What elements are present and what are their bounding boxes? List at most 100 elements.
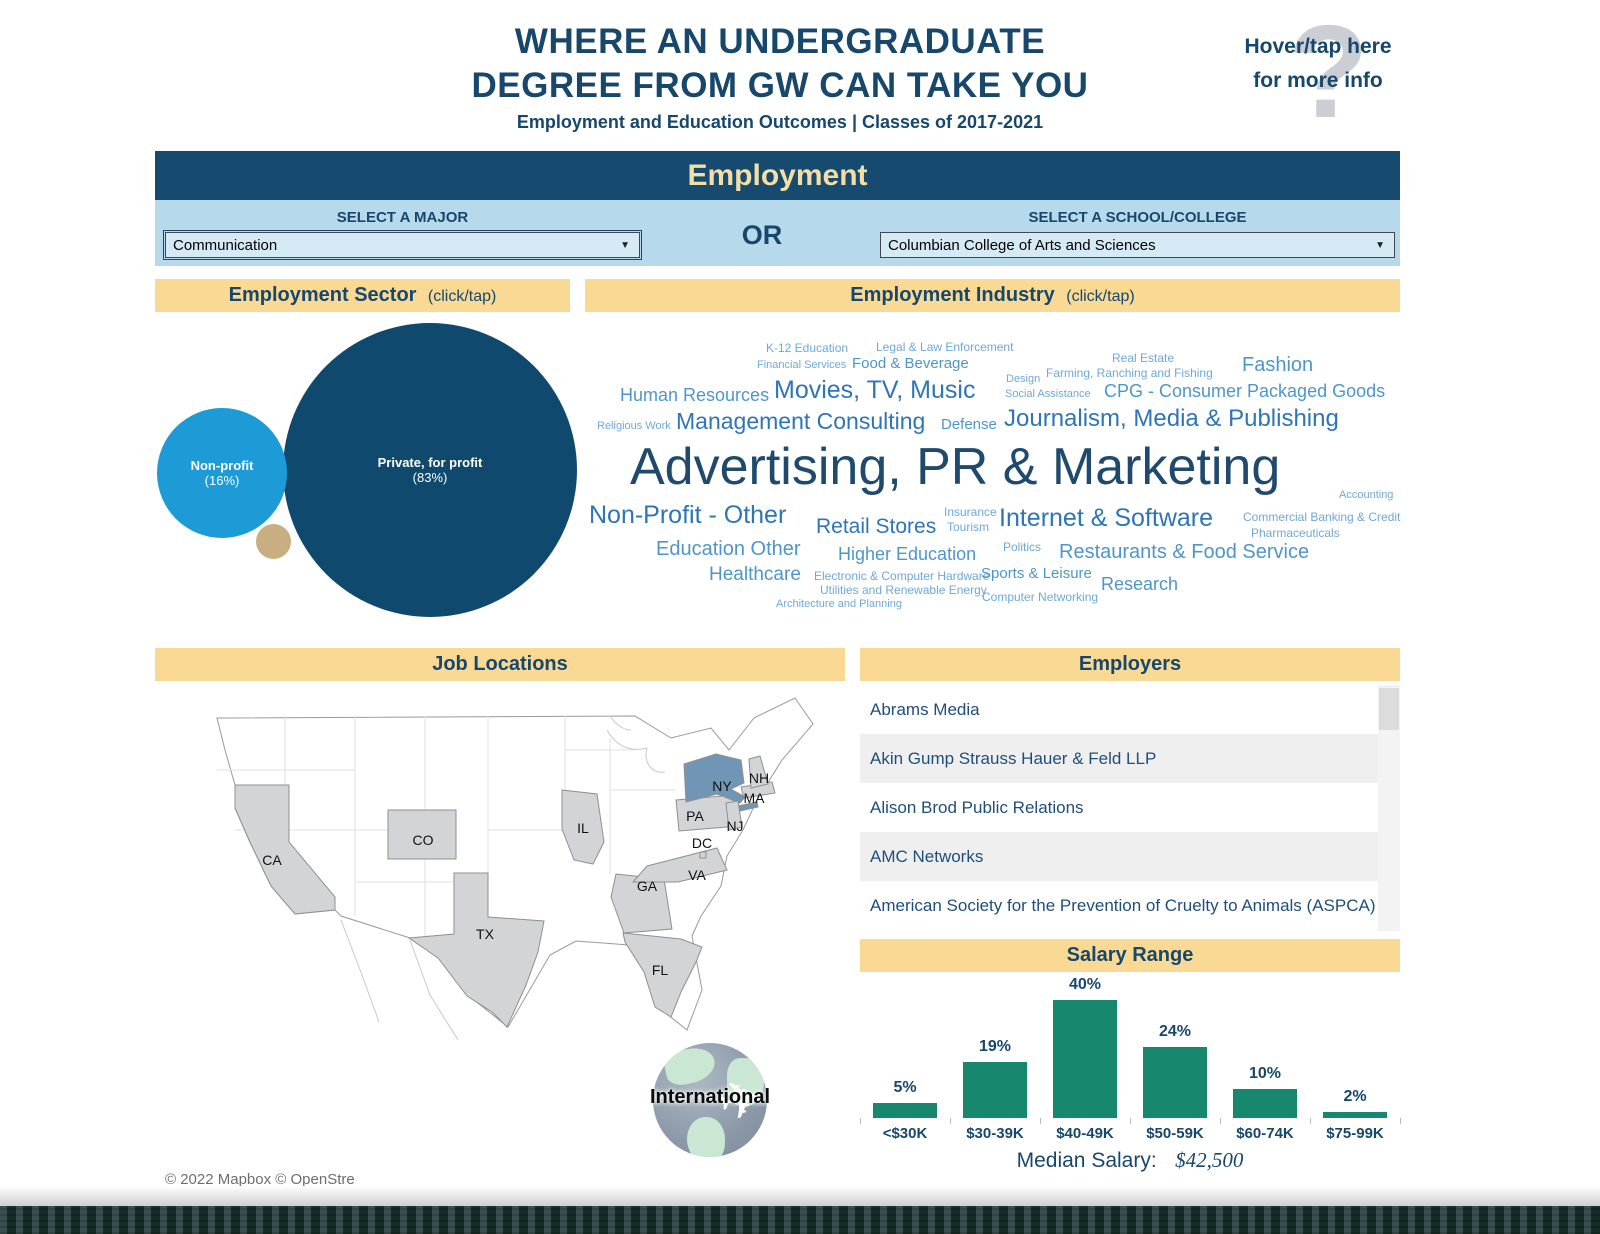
industry-word[interactable]: Advertising, PR & Marketing	[630, 438, 1281, 496]
industry-word[interactable]: Insurance	[944, 505, 997, 519]
industry-word[interactable]: Non-Profit - Other	[589, 501, 787, 529]
question-mark-icon[interactable]: ?	[1288, 0, 1369, 145]
salary-bar[interactable]	[1233, 1089, 1297, 1118]
industry-word[interactable]: Accounting	[1339, 489, 1394, 501]
industry-word[interactable]: Journalism, Media & Publishing	[1004, 405, 1339, 432]
axis-tick	[1310, 1118, 1311, 1124]
employer-row[interactable]: Alison Brod Public Relations	[870, 797, 1084, 817]
industry-word[interactable]: Higher Education	[838, 544, 977, 564]
salary-x-label: $30-39K	[966, 1125, 1024, 1142]
salary-x-label: $75-99K	[1326, 1125, 1384, 1142]
bubble-small-sector[interactable]	[256, 524, 291, 559]
employer-row[interactable]: Akin Gump Strauss Hauer & Feld LLP	[860, 734, 1378, 783]
industry-word[interactable]: Education Other	[656, 538, 801, 560]
industry-word[interactable]: Social Assistance	[1005, 388, 1091, 400]
industry-word[interactable]: Healthcare	[709, 564, 801, 585]
state-NH-shape[interactable]	[748, 755, 769, 789]
employers-scrollbar-track[interactable]	[1378, 685, 1400, 931]
bottom-fade	[0, 1186, 1600, 1206]
industry-word[interactable]: Restaurants & Food Service	[1059, 541, 1310, 563]
bubble-non-profit[interactable]: Non-profit (16%)	[157, 408, 287, 538]
salary-bar-column: 2%	[1310, 975, 1400, 1118]
industry-word[interactable]: Religious Work	[597, 420, 671, 432]
state-CA-shape[interactable]	[234, 784, 336, 915]
industry-word[interactable]: Legal & Law Enforcement	[876, 340, 1014, 354]
employer-row[interactable]: American Society for the Prevention of C…	[870, 895, 1376, 915]
salary-bar-column: 40%	[1040, 975, 1130, 1118]
industry-word[interactable]: CPG - Consumer Packaged Goods	[1104, 381, 1386, 401]
median-salary-label: Median Salary:	[1016, 1149, 1157, 1172]
industry-word[interactable]: Movies, TV, Music	[774, 376, 976, 404]
industry-word[interactable]: Financial Services	[757, 359, 847, 371]
salary-bar[interactable]	[1053, 1000, 1117, 1118]
industry-word[interactable]: Tourism	[947, 520, 990, 534]
industry-word[interactable]: Research	[1101, 574, 1179, 594]
industry-word[interactable]: Pharmaceuticals	[1251, 526, 1340, 540]
bubble-pct: (83%)	[412, 470, 448, 485]
state-NY-shape[interactable]	[683, 753, 746, 804]
industry-word[interactable]: Management Consulting	[676, 408, 926, 434]
industry-word[interactable]: K-12 Education	[766, 341, 849, 355]
industry-word[interactable]: Retail Stores	[816, 515, 937, 538]
title-line-2: DEGREE FROM GW CAN TAKE YOU	[471, 66, 1089, 105]
bubble-label: Private, for profit	[377, 455, 483, 470]
industry-word[interactable]: Architecture and Planning	[776, 598, 902, 610]
axis-tick	[1040, 1118, 1041, 1124]
state-TX-shape[interactable]	[407, 872, 545, 1028]
state-label-CO: CO	[413, 832, 434, 848]
school-select-label: SELECT A SCHOOL/COLLEGE	[1028, 209, 1247, 226]
axis-tick	[860, 1118, 861, 1124]
industry-word[interactable]: Politics	[1003, 540, 1042, 554]
state-NJ-shape[interactable]	[725, 800, 743, 831]
industry-word[interactable]: Farming, Ranching and Fishing	[1046, 366, 1213, 380]
salary-range-title: Salary Range	[1066, 944, 1194, 966]
state-IL-shape[interactable]	[561, 789, 605, 865]
salary-x-label: $60-74K	[1236, 1125, 1294, 1142]
industry-word[interactable]: Human Resources	[620, 385, 770, 405]
employer-row[interactable]: AMC Networks	[860, 832, 1378, 881]
employers-header: Employers	[860, 648, 1400, 681]
salary-range-header: Salary Range	[860, 939, 1400, 972]
major-select[interactable]: Communication	[163, 230, 642, 260]
employers-scrollbar-thumb[interactable]	[1379, 688, 1399, 730]
salary-bar-value: 40%	[1068, 976, 1102, 993]
industry-word[interactable]: Computer Networking	[982, 590, 1099, 604]
salary-x-label: $40-49K	[1056, 1125, 1114, 1142]
state-FL-shape[interactable]	[622, 932, 703, 1018]
salary-bar[interactable]	[1323, 1112, 1387, 1118]
state-label-PA: PA	[686, 808, 704, 824]
employers-title: Employers	[1078, 653, 1182, 675]
industry-word[interactable]: Commercial Banking & Credit	[1243, 510, 1401, 524]
bubble-private-for-profit[interactable]: Private, for profit (83%)	[283, 323, 577, 617]
salary-range-chart: 5% <$30K 19% $30-39K 40% $40-49K 24% $50-59K 10%…	[860, 975, 1401, 1145]
industry-word[interactable]: Utilities and Renewable Energy	[820, 583, 987, 597]
state-CO-shape[interactable]	[387, 809, 457, 860]
salary-bar-column: 10%	[1220, 975, 1310, 1118]
industry-word[interactable]: Design	[1006, 373, 1041, 385]
salary-bar[interactable]	[963, 1062, 1027, 1118]
bottom-strip	[0, 1206, 1600, 1234]
industry-header-title: Employment Industry	[850, 284, 1055, 306]
industry-word[interactable]: Food & Beverage	[852, 355, 969, 372]
industry-word[interactable]: Electronic & Computer Hardware	[814, 569, 990, 583]
state-DC-shape[interactable]	[699, 851, 707, 859]
school-select[interactable]: Columbian College of Arts and Sciences	[880, 232, 1395, 258]
title-subtitle: Employment and Education Outcomes | Clas…	[516, 112, 1044, 132]
industry-word[interactable]: Defense	[941, 416, 997, 433]
state-label-TX: TX	[476, 926, 495, 942]
industry-word[interactable]: Real Estate	[1112, 351, 1175, 365]
industry-word[interactable]: Sports & Leisure	[981, 565, 1092, 582]
salary-bar[interactable]	[1143, 1047, 1207, 1118]
salary-x-label: <$30K	[882, 1125, 928, 1142]
industry-word[interactable]: Internet & Software	[999, 504, 1214, 532]
major-select-label: SELECT A MAJOR	[336, 209, 469, 226]
industry-word[interactable]: Fashion	[1242, 354, 1314, 376]
employer-row[interactable]: Abrams Media	[870, 699, 980, 719]
hover-info-note[interactable]: Hover/tap here for more info	[1244, 35, 1392, 92]
employment-banner: Employment	[155, 151, 1400, 200]
industry-word-cloud: K-12 Education Legal & Law Enforcement Fin…	[585, 325, 1410, 625]
salary-bar[interactable]	[873, 1103, 937, 1118]
international-globe-icon[interactable]: ✈	[653, 1043, 767, 1157]
map-attribution: © 2022 Mapbox © OpenStre	[158, 1170, 362, 1189]
